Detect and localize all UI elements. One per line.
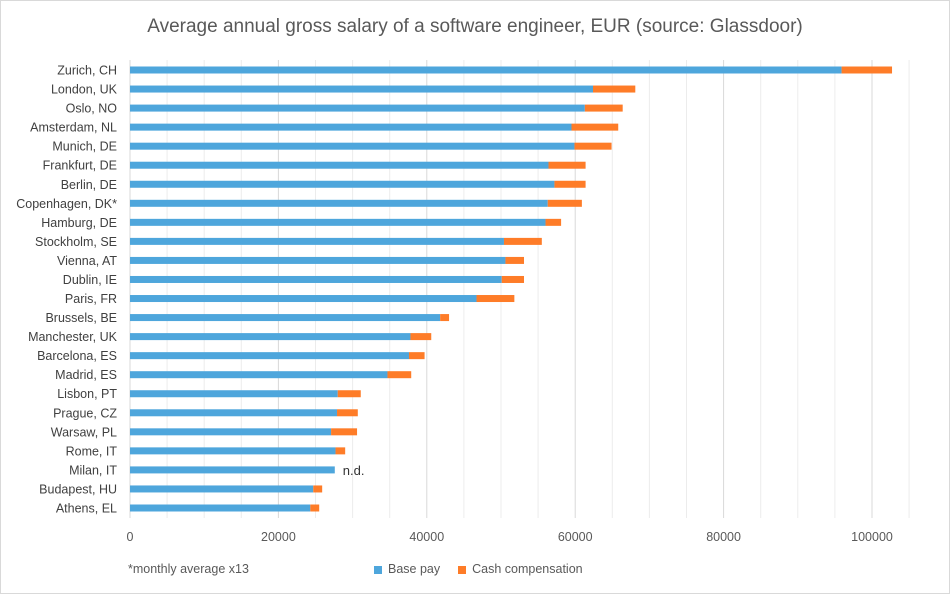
category-label: Barcelona, ES xyxy=(37,349,117,363)
base-pay-bar xyxy=(130,256,506,264)
category-label: Oslo, NO xyxy=(66,102,118,116)
base-pay-bar xyxy=(130,161,549,169)
cash-compensation-bar xyxy=(547,199,582,207)
base-pay-bar xyxy=(130,237,504,245)
cash-compensation-bar xyxy=(574,142,612,150)
category-label: Paris, FR xyxy=(65,292,117,306)
category-label: Dublin, IE xyxy=(63,273,117,287)
cash-compensation-bar xyxy=(313,485,323,493)
category-label: Copenhagen, DK* xyxy=(16,197,117,211)
cash-compensation-bar xyxy=(503,237,542,245)
legend-label-cash-compensation: Cash compensation xyxy=(472,562,583,576)
base-pay-bar xyxy=(130,333,411,341)
base-pay-bar xyxy=(130,466,335,474)
x-tick-label: 60000 xyxy=(558,530,593,544)
legend-swatch-cash-compensation xyxy=(458,565,467,574)
category-label: Athens, EL xyxy=(56,502,117,516)
base-pay-bar xyxy=(130,66,842,74)
cash-compensation-bar xyxy=(501,275,525,283)
cash-compensation-bar xyxy=(545,218,562,226)
cash-compensation-bar xyxy=(410,333,432,341)
legend-item-base-pay: Base pay xyxy=(374,562,440,576)
base-pay-bar xyxy=(130,390,338,398)
base-pay-bar xyxy=(130,314,441,322)
base-pay-bar xyxy=(130,352,409,360)
category-label: Warsaw, PL xyxy=(51,425,117,439)
base-pay-bar xyxy=(130,447,336,455)
cash-compensation-bar xyxy=(335,447,346,455)
legend-swatch-base-pay xyxy=(374,565,382,574)
category-label: Vienna, AT xyxy=(57,254,117,268)
legend: Base pay Cash compensation xyxy=(374,562,583,576)
category-label: Rome, IT xyxy=(66,444,118,458)
cash-compensation-bar xyxy=(571,123,619,131)
base-pay-bar xyxy=(130,85,594,93)
cash-compensation-bar xyxy=(331,428,358,436)
base-pay-bar xyxy=(130,275,502,283)
category-label: Milan, IT xyxy=(69,463,117,477)
base-pay-bar xyxy=(130,295,477,303)
cash-compensation-bar xyxy=(505,256,525,264)
category-label: Berlin, DE xyxy=(61,178,117,192)
cash-compensation-bar xyxy=(310,504,320,512)
cash-compensation-bar xyxy=(408,352,425,360)
category-label: London, UK xyxy=(51,83,118,97)
chart-title: Average annual gross salary of a softwar… xyxy=(147,16,803,37)
cash-compensation-bar xyxy=(440,314,450,322)
base-pay-bar xyxy=(130,180,555,188)
cash-compensation-bar xyxy=(387,371,412,379)
category-label: Prague, CZ xyxy=(53,406,117,420)
x-tick-label: 40000 xyxy=(409,530,444,544)
base-pay-bar xyxy=(130,485,314,493)
category-label: Frankfurt, DE xyxy=(43,159,117,173)
category-label: Munich, DE xyxy=(52,140,117,154)
x-tick-label: 80000 xyxy=(706,530,741,544)
cash-compensation-bar xyxy=(548,161,586,169)
x-tick-label: 20000 xyxy=(261,530,296,544)
category-label: Budapest, HU xyxy=(39,482,117,496)
base-pay-bar xyxy=(130,218,546,226)
category-label: Brussels, BE xyxy=(45,311,117,325)
footnote: *monthly average x13 xyxy=(128,562,249,576)
category-label: Lisbon, PT xyxy=(57,387,117,401)
annotation-nd: n.d. xyxy=(343,463,365,478)
base-pay-bar xyxy=(130,409,338,417)
category-label: Hamburg, DE xyxy=(41,216,117,230)
base-pay-bar xyxy=(130,504,311,512)
base-pay-bar xyxy=(130,371,388,379)
cash-compensation-bar xyxy=(337,409,358,417)
legend-item-cash-compensation: Cash compensation xyxy=(458,562,583,576)
cash-compensation-bar xyxy=(593,85,636,93)
x-tick-label: 100000 xyxy=(851,530,893,544)
cash-compensation-bar xyxy=(476,295,515,303)
x-tick-label: 0 xyxy=(127,530,134,544)
legend-label-base-pay: Base pay xyxy=(388,562,441,576)
category-label: Madrid, ES xyxy=(55,368,117,382)
cash-compensation-bar xyxy=(841,66,893,74)
base-pay-bar xyxy=(130,199,548,207)
category-label: Zurich, CH xyxy=(57,64,117,78)
cash-compensation-bar xyxy=(584,104,623,112)
base-pay-bar xyxy=(130,142,575,150)
cash-compensation-bar xyxy=(554,180,586,188)
cash-compensation-bar xyxy=(337,390,361,398)
category-label: Amsterdam, NL xyxy=(30,121,117,135)
base-pay-bar xyxy=(130,123,572,131)
base-pay-bar xyxy=(130,428,332,436)
category-label: Stockholm, SE xyxy=(35,235,117,249)
category-label: Manchester, UK xyxy=(28,330,118,344)
base-pay-bar xyxy=(130,104,585,112)
